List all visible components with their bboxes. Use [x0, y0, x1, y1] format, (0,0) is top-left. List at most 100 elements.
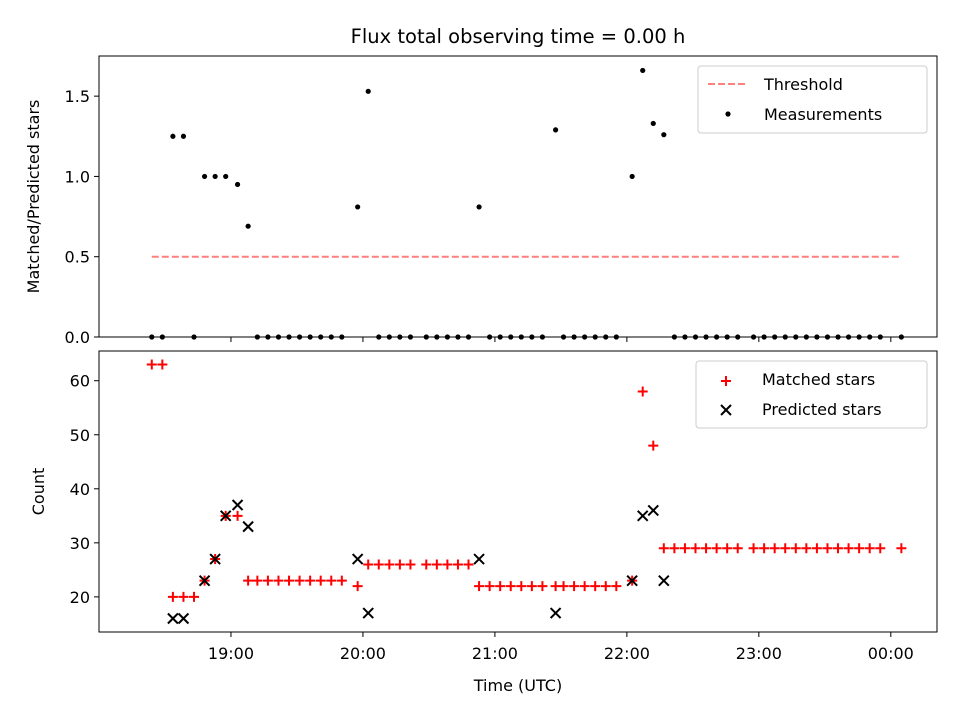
y-tick-label: 20: [70, 588, 90, 607]
matched-star-marker: [363, 559, 374, 570]
x-tick-label: 23:00: [736, 644, 782, 663]
matched-star-marker: [679, 543, 690, 554]
matched-star-marker: [526, 581, 537, 592]
matched-star-marker: [579, 581, 590, 592]
matched-star-marker: [748, 543, 759, 554]
matched-star-marker: [669, 543, 680, 554]
predicted-star-marker: [219, 510, 232, 522]
legend-matched-label: Matched stars: [762, 370, 875, 389]
matched-star-marker: [600, 581, 611, 592]
matched-star-marker: [722, 543, 733, 554]
predicted-star-marker: [209, 553, 221, 565]
measurement-point: [355, 204, 361, 210]
matched-star-marker: [189, 591, 200, 602]
x-tick-label: 19:00: [208, 644, 254, 663]
matched-star-marker: [833, 543, 844, 554]
matched-star-marker: [262, 575, 273, 586]
matched-star-marker: [648, 440, 659, 451]
matched-star-marker: [294, 575, 305, 586]
matched-star-marker: [864, 543, 875, 554]
measurement-point: [650, 120, 656, 127]
matched-star-marker: [769, 543, 780, 554]
measurement-point: [201, 173, 208, 180]
matched-star-marker: [759, 543, 770, 554]
measurement-point: [476, 204, 482, 210]
x-tick-label: 20:00: [340, 644, 386, 663]
y-tick-label: 1.0: [65, 167, 90, 186]
matched-star-marker: [801, 543, 812, 554]
matched-star-marker: [284, 575, 295, 586]
legend-box: [695, 360, 928, 429]
matched-star-marker: [811, 543, 822, 554]
predicted-star-marker: [658, 574, 670, 587]
matched-star-marker: [352, 581, 363, 592]
measurement-point: [640, 67, 646, 74]
matched-star-marker: [780, 543, 791, 554]
matched-star-marker: [843, 543, 854, 554]
matched-star-marker: [658, 543, 669, 554]
matched-star-marker: [790, 543, 801, 554]
matched-star-marker: [243, 575, 254, 586]
matched-star-marker: [495, 581, 506, 592]
measurement-point: [212, 173, 218, 180]
matched-star-marker: [690, 543, 701, 554]
predicted-star-marker: [351, 553, 364, 565]
matched-star-marker: [505, 581, 516, 592]
predicted-star-marker: [177, 612, 190, 625]
matched-star-marker: [611, 581, 622, 592]
matched-star-marker: [178, 591, 189, 602]
matched-star-marker: [896, 543, 907, 554]
y-tick-label: 40: [70, 480, 90, 499]
matched-star-marker: [384, 559, 395, 570]
matched-star-marker: [157, 359, 168, 370]
chart-title: Flux total observing time = 0.00 h: [351, 25, 686, 48]
y-tick-label: 0.5: [65, 248, 90, 267]
predicted-star-marker: [167, 612, 179, 625]
matched-star-marker: [721, 376, 731, 386]
matched-star-marker: [854, 543, 865, 554]
plot-frame: [98, 55, 938, 338]
legend-box: [697, 65, 928, 134]
legend-measurements-label: Measurements: [764, 105, 882, 124]
measurement-point: [180, 133, 187, 139]
matched-star-marker: [442, 559, 453, 570]
matched-star-marker: [732, 543, 743, 554]
matched-star-marker: [875, 543, 886, 554]
matched-star-marker: [484, 581, 495, 592]
y-tick-label: 0.0: [65, 328, 90, 347]
matched-star-marker: [431, 559, 442, 570]
measurement-point: [245, 223, 251, 229]
plot-frame: [98, 350, 938, 633]
matched-star-marker: [315, 575, 326, 586]
predicted-star-marker: [473, 553, 485, 565]
predicted-star-marker: [362, 607, 374, 619]
predicted-star-marker: [198, 574, 211, 587]
matched-star-marker: [394, 559, 405, 570]
matched-star-marker: [516, 581, 527, 592]
measurement-point: [553, 127, 559, 133]
matched-star-marker: [252, 575, 263, 586]
matched-star-marker: [590, 581, 601, 592]
matched-star-marker: [463, 559, 474, 570]
predicted-star-marker: [242, 520, 254, 533]
matched-star-marker: [474, 581, 485, 592]
legend-predicted-label: Predicted stars: [762, 400, 882, 419]
measurement-point: [629, 173, 635, 180]
measurement-point: [170, 133, 176, 139]
measurement-point: [661, 132, 667, 138]
matched-star-marker: [373, 559, 384, 570]
matched-star-marker: [637, 386, 648, 397]
measurement-point: [365, 88, 371, 94]
matched-star-marker: [822, 543, 833, 554]
matched-star-marker: [273, 575, 284, 586]
y-tick-label: 1.5: [65, 87, 90, 106]
y-tick-label: 30: [70, 534, 90, 553]
legend-measurements-swatch: [725, 111, 731, 117]
legend-threshold-label: Threshold: [763, 75, 843, 94]
top-panel: Flux total observing time = 0.00 h Matche…: [24, 25, 938, 347]
predicted-star-marker: [549, 607, 562, 619]
matched-star-marker: [305, 575, 316, 586]
matched-star-marker: [167, 591, 178, 602]
matched-star-marker: [336, 575, 347, 586]
matched-star-marker: [537, 581, 548, 592]
